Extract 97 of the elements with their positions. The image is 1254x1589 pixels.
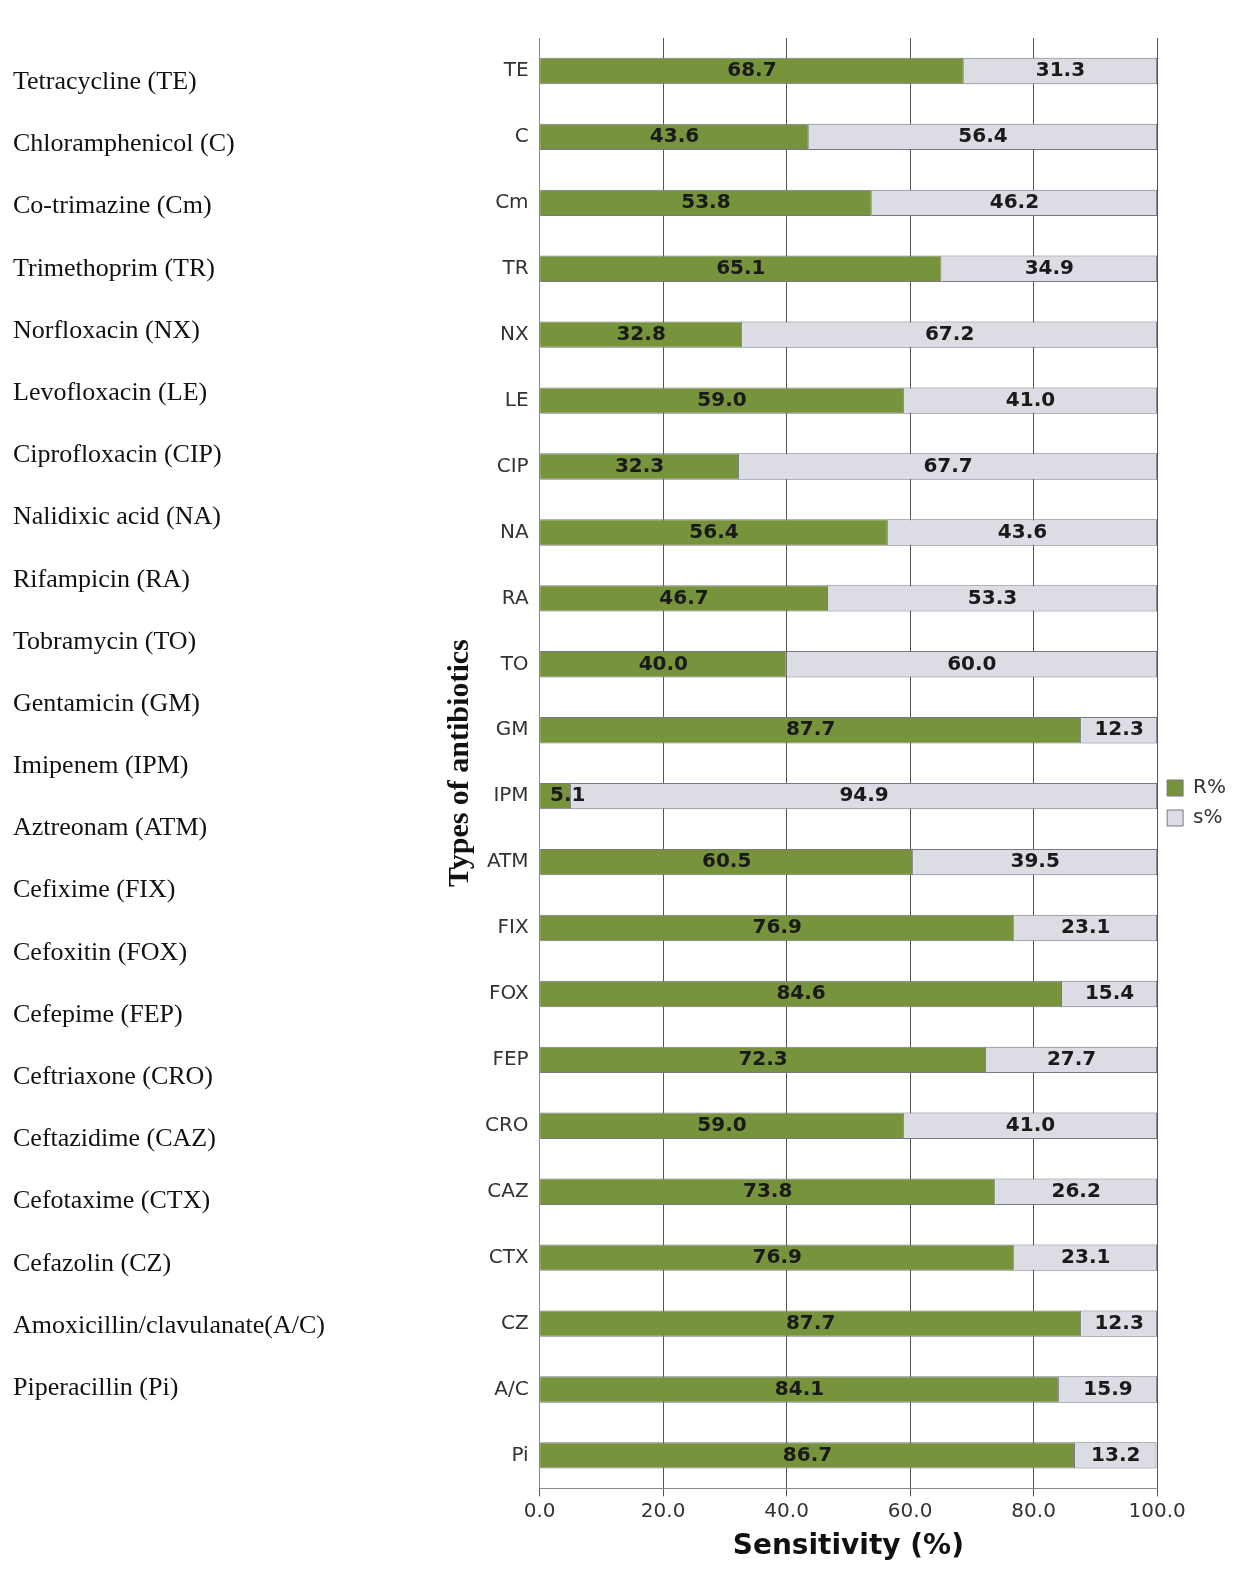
text: Cefoxitin (FOX) xyxy=(13,936,189,968)
y-tick-label: CAZ xyxy=(487,1177,529,1202)
data-label: 60.0 xyxy=(947,650,997,675)
y-tick-label: CZ xyxy=(500,1309,529,1334)
data-label: 40.0 xyxy=(638,650,689,675)
data-label: 26.2 xyxy=(1051,1177,1101,1202)
y-tick-label: C xyxy=(514,123,529,148)
y-tick-label: ATM xyxy=(486,848,529,873)
data-label: 68.7 xyxy=(727,57,777,82)
text: Cefixime (FIX) xyxy=(13,874,177,906)
y-tick-label: TO xyxy=(499,650,529,675)
text: Imipenem (IPM) xyxy=(13,750,190,782)
y-tick-label: FOX xyxy=(488,980,529,1005)
data-label: 65.1 xyxy=(716,254,766,279)
data-label: 12.3 xyxy=(1094,716,1144,741)
data-label: 73.8 xyxy=(743,1177,793,1202)
x-tick-label: 80.0 xyxy=(1011,1497,1056,1522)
data-label: 84.6 xyxy=(776,980,826,1005)
y-tick-label: A/C xyxy=(494,1375,529,1400)
data-label: 27.7 xyxy=(1046,1046,1097,1071)
data-label: 41.0 xyxy=(1005,386,1056,411)
data-label: 87.7 xyxy=(785,716,836,741)
y-axis-title: Types of antibiotics xyxy=(440,639,474,888)
data-label: 67.2 xyxy=(924,320,975,345)
x-tick-label: 60.0 xyxy=(887,1497,933,1522)
data-label: 31.3 xyxy=(1035,57,1086,82)
text: Ceftazidime (CAZ) xyxy=(13,1123,217,1155)
data-label: 76.9 xyxy=(752,914,802,939)
text: Aztreonam (ATM) xyxy=(13,812,209,844)
data-label: 15.9 xyxy=(1083,1375,1133,1400)
data-label: 13.2 xyxy=(1091,1441,1141,1466)
text: Cefotaxime (CTX) xyxy=(13,1185,212,1217)
y-tick-label: FIX xyxy=(497,914,529,939)
y-tick-label: NX xyxy=(499,320,529,345)
data-label: 86.7 xyxy=(782,1441,833,1466)
data-label: 43.6 xyxy=(997,518,1048,543)
y-tick-label: FEP xyxy=(492,1046,529,1071)
data-label: 32.3 xyxy=(614,452,665,477)
data-label: 84.1 xyxy=(774,1375,825,1400)
data-label: 94.9 xyxy=(839,782,889,807)
data-label: 56.4 xyxy=(689,518,739,543)
data-label: 53.8 xyxy=(681,189,731,214)
data-label: 59.0 xyxy=(697,1112,747,1136)
data-label: 46.2 xyxy=(989,189,1040,214)
data-label: 39.5 xyxy=(1010,848,1060,873)
text: Cefepime (FEP) xyxy=(13,998,184,1030)
text: Trimethoprim (TR) xyxy=(13,252,216,284)
x-tick-label: 40.0 xyxy=(764,1497,809,1522)
data-label: 46.7 xyxy=(659,584,709,609)
data-label: 56.4 xyxy=(958,123,1008,148)
y-tick-label: CIP xyxy=(496,452,529,477)
y-tick-label: TR xyxy=(501,254,529,279)
y-tick-label: GM xyxy=(495,716,529,741)
data-label: 23.1 xyxy=(1061,1243,1111,1268)
data-label: 43.6 xyxy=(649,123,700,148)
x-tick-label: 20.0 xyxy=(640,1497,686,1522)
text: Co-trimazine (Cm) xyxy=(13,190,213,222)
text: Norfloxacin (NX) xyxy=(13,314,201,346)
text: Rifampicin (RA) xyxy=(13,563,191,595)
x-axis-title: Sensitivity (%) xyxy=(732,1528,964,1562)
text: Tetracycline (TE) xyxy=(13,66,198,97)
y-tick-label: IPM xyxy=(493,782,529,807)
data-label: 12.3 xyxy=(1094,1309,1144,1334)
x-tick-label: 100.0 xyxy=(1128,1497,1186,1522)
data-label: 60.5 xyxy=(701,848,752,873)
text: Piperacillin (Pi) xyxy=(13,1371,180,1403)
data-label: 87.7 xyxy=(785,1309,836,1334)
legend-label: s% xyxy=(1193,804,1223,829)
data-label: 67.7 xyxy=(923,452,973,477)
data-label: 15.4 xyxy=(1084,980,1135,1005)
text: Ceftriaxone (CRO) xyxy=(13,1061,214,1092)
data-label: 41.0 xyxy=(1005,1112,1056,1136)
text: Nalidixic acid (NA) xyxy=(13,501,222,533)
data-label: 34.9 xyxy=(1024,254,1075,279)
legend-label: R% xyxy=(1193,774,1227,799)
data-label: 59.0 xyxy=(697,386,747,411)
y-tick-label: Pi xyxy=(511,1441,529,1466)
text: Ciprofloxacin (CIP) xyxy=(13,439,223,471)
x-tick-label: 0.0 xyxy=(523,1497,556,1522)
data-label: 53.3 xyxy=(967,584,1018,609)
y-tick-label: TE xyxy=(502,57,529,82)
text: Chloramphenicol (C) xyxy=(13,128,236,160)
data-label: 76.9 xyxy=(752,1243,802,1268)
data-label: 72.3 xyxy=(738,1046,788,1071)
y-tick-label: NA xyxy=(499,518,529,543)
y-tick-label: Cm xyxy=(495,189,529,214)
data-label: 32.8 xyxy=(616,320,666,345)
text: Amoxicillin/clavulanate(A/C) xyxy=(13,1309,325,1341)
text: Gentamicin (GM) xyxy=(13,687,201,719)
data-label: 23.1 xyxy=(1061,914,1111,939)
text: Cefazolin (CZ) xyxy=(13,1247,173,1279)
y-tick-label: CRO xyxy=(484,1112,529,1136)
y-tick-label: CTX xyxy=(488,1243,529,1268)
y-tick-label: RA xyxy=(501,584,529,609)
text: Tobramycin (TO) xyxy=(13,625,198,657)
y-tick-label: LE xyxy=(504,386,529,411)
text: Levofloxacin (LE) xyxy=(13,376,209,408)
